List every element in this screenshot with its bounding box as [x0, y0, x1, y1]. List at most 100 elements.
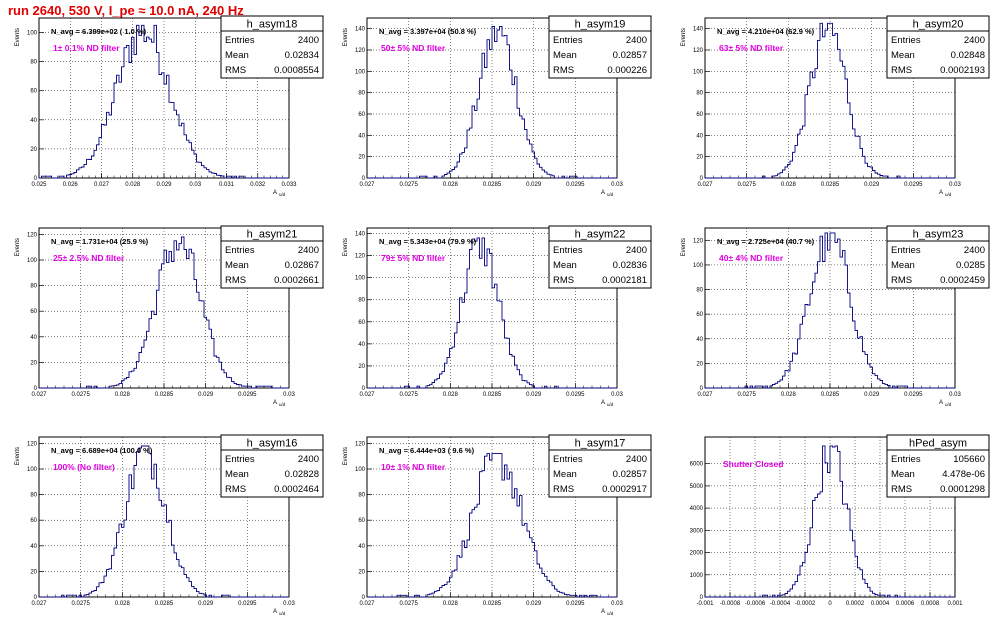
- stats-value: 105660: [953, 454, 985, 465]
- y-tick-label: 40: [30, 118, 37, 124]
- histogram-line: [705, 232, 955, 389]
- x-tick-label: 0.0295: [904, 182, 923, 188]
- y-tick-label: 100: [355, 276, 366, 282]
- y-tick-label: 100: [27, 258, 38, 264]
- stats-label: RMS: [891, 275, 912, 286]
- x-axis-label-sub: u/d: [279, 192, 286, 197]
- y-tick-label: 40: [30, 335, 37, 341]
- x-tick-label: 0.001: [947, 601, 963, 607]
- y-tick-label: 0: [700, 595, 704, 601]
- y-tick-label: 140: [355, 27, 366, 33]
- filter-label: 50± 5% ND filter: [381, 43, 446, 53]
- y-tick-label: 20: [30, 569, 37, 575]
- stats-name: h_asym22: [575, 229, 626, 241]
- x-tick-label: 0.0285: [483, 601, 502, 607]
- x-tick-label: 0.025: [31, 182, 47, 188]
- x-tick-label: 0.027: [94, 182, 110, 188]
- x-axis-label: A: [601, 609, 605, 615]
- y-tick-label: 120: [355, 254, 366, 260]
- n-avg-label: N_avg = 4.210e+04 (62.9 %): [717, 27, 815, 36]
- histogram-line: [367, 237, 617, 389]
- y-tick-label: 120: [355, 441, 366, 447]
- y-tick-label: 60: [30, 518, 37, 524]
- y-tick-label: 0: [700, 386, 704, 392]
- y-tick-label: 20: [358, 155, 365, 161]
- stats-value: 0.02867: [285, 260, 319, 271]
- y-tick-label: 80: [358, 91, 365, 97]
- x-tick-label: 0.028: [443, 182, 459, 188]
- stats-value: 0.0002459: [940, 275, 985, 286]
- x-tick-label: 0.0285: [483, 392, 502, 398]
- filter-label: 100% (No filter): [53, 462, 115, 472]
- y-tick-label: 60: [696, 112, 703, 118]
- filter-label: Shutter Closed: [723, 459, 783, 469]
- y-tick-label: 4000: [690, 506, 704, 512]
- y-tick-label: 80: [358, 493, 365, 499]
- page-title: run 2640, 530 V, I_pe ≈ 10.0 nA, 240 Hz: [8, 3, 244, 18]
- y-tick-label: 20: [696, 361, 703, 367]
- x-tick-label: 0.029: [864, 182, 880, 188]
- x-tick-label: 0.028: [125, 182, 141, 188]
- x-tick-label: 0.028: [443, 392, 459, 398]
- stats-box: [220, 225, 324, 289]
- stats-name: h_asym23: [913, 229, 964, 241]
- y-tick-label: 120: [27, 232, 38, 238]
- x-tick-label: 0.03: [611, 601, 623, 607]
- y-tick-label: 100: [355, 69, 366, 75]
- stats-label: Mean: [891, 260, 915, 271]
- stats-box: [886, 225, 990, 289]
- stats-value: 2400: [964, 35, 985, 46]
- stats-label: Entries: [553, 454, 583, 465]
- y-tick-label: 120: [355, 48, 366, 54]
- x-tick-label: 0.0275: [399, 392, 418, 398]
- y-tick-label: 40: [358, 544, 365, 550]
- n-avg-label: N_avg = 3.397e+04 (50.8 %): [379, 27, 477, 36]
- y-tick-label: 60: [30, 309, 37, 315]
- stats-label: Mean: [891, 469, 915, 480]
- stats-name: h_asym18: [247, 19, 298, 31]
- stats-value: 2400: [964, 245, 985, 256]
- histogram-h_asym17: 0.027 0.0275 0.028 0.0285 0.029 0.0295 0.03 0 20…: [343, 434, 652, 616]
- histogram-line: [705, 445, 955, 598]
- y-tick-label: 100: [693, 69, 704, 75]
- x-tick-label: 0.0004: [871, 601, 890, 607]
- histogram-h_asym23: 0.027 0.0275 0.028 0.0285 0.029 0.0295 0.03 0 20…: [681, 225, 990, 407]
- x-tick-label: -0.0002: [795, 601, 816, 607]
- x-tick-label: 0.029: [526, 182, 542, 188]
- stats-label: Entries: [225, 454, 255, 465]
- stats-name: h_asym20: [913, 19, 964, 31]
- y-tick-label: 60: [358, 518, 365, 524]
- y-tick-label: 0: [34, 176, 38, 182]
- filter-label: 79± 5% ND filter: [381, 253, 446, 263]
- y-tick-label: 6000: [690, 462, 704, 468]
- histogram-h_asym19: 0.027 0.0275 0.028 0.0285 0.029 0.0295 0.03 0 20…: [343, 15, 652, 197]
- stats-name: h_asym16: [247, 438, 298, 450]
- x-tick-label: 0.0002: [846, 601, 865, 607]
- x-tick-label: -0.001: [696, 601, 714, 607]
- y-tick-label: 100: [27, 467, 38, 473]
- x-tick-label: -0.0008: [720, 601, 741, 607]
- stats-value: 0.02828: [285, 469, 319, 480]
- x-tick-label: 0.03: [189, 182, 201, 188]
- y-axis-label: Events: [681, 238, 687, 256]
- x-tick-label: 0.032: [250, 182, 266, 188]
- x-tick-label: 0.0295: [566, 601, 585, 607]
- y-tick-label: 60: [696, 312, 703, 318]
- x-tick-label: 0.0275: [71, 601, 90, 607]
- stats-label: Entries: [225, 245, 255, 256]
- stats-value: 2400: [298, 454, 319, 465]
- stats-value: 0.0002464: [274, 484, 319, 495]
- x-axis-label: A: [273, 400, 277, 406]
- x-tick-label: 0.027: [359, 182, 375, 188]
- filter-label: 10± 1% ND filter: [381, 462, 446, 472]
- y-axis-label: Events: [15, 447, 21, 465]
- stats-value: 0.0008554: [274, 65, 319, 76]
- y-tick-label: 40: [696, 337, 703, 343]
- x-tick-label: 0.028: [781, 392, 797, 398]
- y-tick-label: 100: [693, 263, 704, 269]
- stats-box: [886, 434, 990, 498]
- x-tick-label: 0.026: [63, 182, 79, 188]
- y-tick-label: 60: [358, 112, 365, 118]
- y-tick-label: 40: [358, 133, 365, 139]
